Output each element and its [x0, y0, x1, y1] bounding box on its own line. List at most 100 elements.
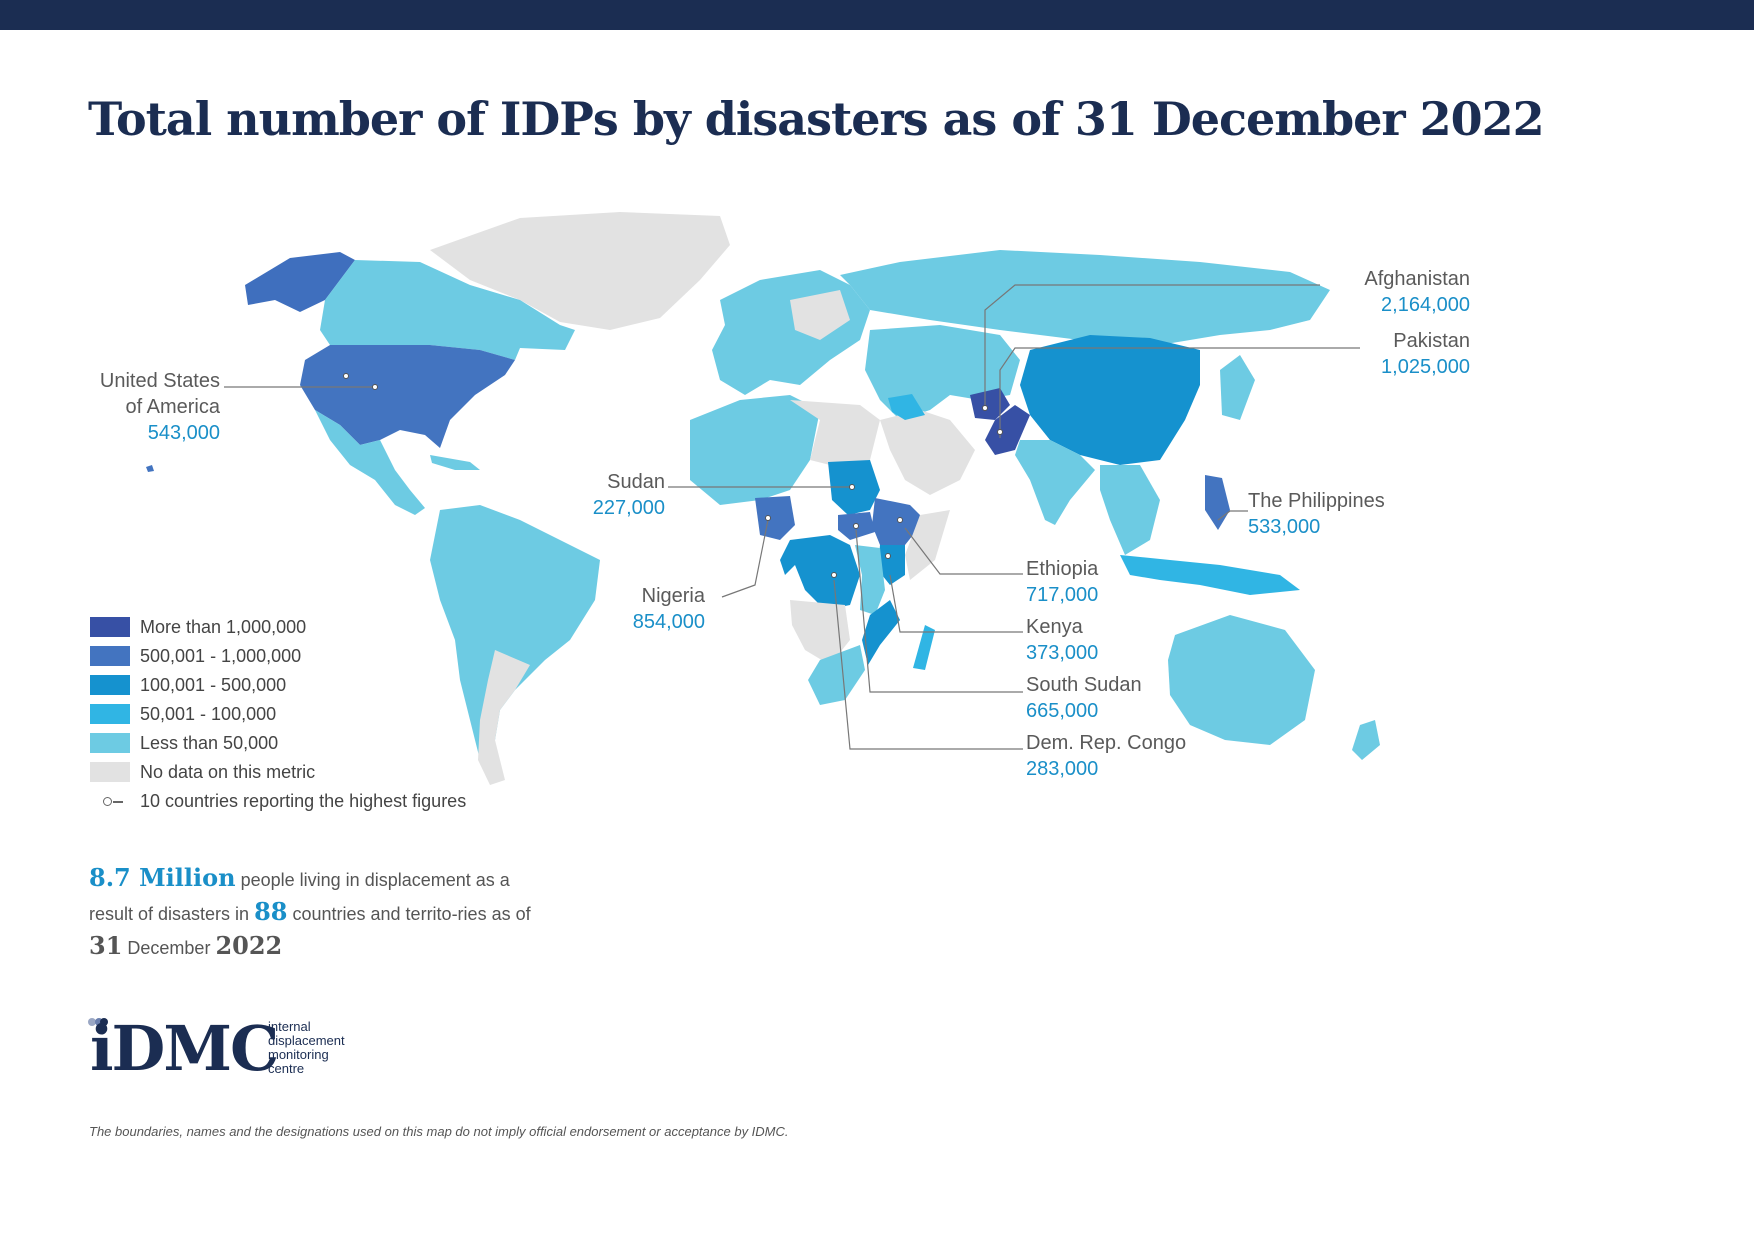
region-europe-nodata [790, 290, 850, 340]
callout-pakistan-value: 1,025,000 [1381, 356, 1470, 378]
line-philippines [1217, 510, 1248, 521]
region-iraq [888, 394, 925, 420]
region-indonesia [1120, 555, 1300, 595]
region-somalia [905, 510, 950, 580]
legend-swatch [90, 617, 130, 637]
line-ethiopia [904, 527, 1023, 575]
legend-swatch [90, 733, 130, 753]
legend-swatch [90, 675, 130, 695]
region-arabia [880, 410, 975, 495]
logo-dots-icon [88, 1018, 108, 1026]
region-nigeria [755, 496, 795, 540]
marker-usa-1 [343, 373, 349, 379]
callout-sudan-value: 227,000 [592, 497, 665, 519]
callout-south-sudan: South Sudan 665,000 [1026, 672, 1142, 724]
line-drc [833, 579, 1023, 750]
callout-kenya-name: Kenya [1026, 616, 1083, 638]
region-south-africa [808, 645, 865, 705]
marker-nigeria [765, 515, 771, 521]
summary-year: 2022 [215, 931, 283, 960]
region-philippines [1205, 475, 1230, 530]
logo-line3: monitoring [268, 1047, 329, 1062]
region-alaska [245, 252, 355, 312]
callout-ethiopia-value: 717,000 [1026, 584, 1099, 606]
callout-usa: United States of America 543,000 [60, 368, 220, 446]
callout-drc-name: Dem. Rep. Congo [1026, 732, 1187, 754]
legend-label: No data on this metric [140, 762, 316, 782]
marker-drc [831, 572, 837, 578]
region-southern-cone [478, 650, 530, 785]
callout-philippines: The Philippines 533,000 [1248, 488, 1385, 540]
callout-usa-name2: of America [125, 396, 220, 418]
line-afghanistan [984, 284, 1320, 408]
callout-sudan: Sudan 227,000 [505, 469, 665, 521]
logo-line2: displacement [268, 1033, 345, 1048]
callout-drc: Dem. Rep. Congo 283,000 [1026, 730, 1186, 782]
callout-nigeria-name: Nigeria [641, 585, 705, 607]
callout-south-sudan-name: South Sudan [1026, 674, 1142, 696]
marker-legend-line [113, 801, 123, 803]
summary-total: 8.7 Million [89, 863, 236, 892]
top-bar [0, 0, 1754, 30]
line-kenya [889, 574, 1023, 633]
region-russia [840, 250, 1330, 345]
callout-nigeria: Nigeria 854,000 [545, 583, 705, 635]
marker-pakistan [997, 429, 1003, 435]
region-drc [780, 535, 860, 610]
line-nigeria [721, 519, 769, 598]
callout-pakistan: Pakistan 1,025,000 [1270, 328, 1470, 380]
callout-nigeria-value: 854,000 [632, 611, 705, 633]
region-libya-egypt [790, 400, 880, 465]
callout-usa-name1: United States [99, 370, 220, 392]
legend-label: 50,001 - 100,000 [140, 704, 277, 724]
callout-afghanistan-name: Afghanistan [1364, 268, 1470, 290]
callout-afghanistan-value: 2,164,000 [1381, 294, 1470, 316]
disclaimer: The boundaries, names and the designatio… [89, 1124, 789, 1139]
marker-usa-2 [372, 384, 378, 390]
callout-kenya-value: 373,000 [1026, 642, 1099, 664]
line-south-sudan [855, 529, 1023, 693]
region-canada [320, 260, 575, 360]
logo-subtitle: internal displacement monitoring centre [268, 1020, 378, 1076]
callout-philippines-value: 533,000 [1248, 516, 1321, 538]
top10-markers [343, 373, 1003, 578]
marker-legend-icon [103, 797, 112, 806]
logo-line4: centre [268, 1061, 305, 1076]
summary-day: 31 [89, 931, 123, 960]
marker-south-sudan [853, 523, 859, 529]
callout-sudan-name: Sudan [607, 471, 665, 493]
summary-countries: 88 [254, 897, 288, 926]
region-europe [712, 270, 870, 395]
legend-swatch [90, 704, 130, 724]
region-china [1020, 335, 1200, 465]
region-usa [300, 345, 515, 448]
callout-south-sudan-value: 665,000 [1026, 700, 1099, 722]
region-new-zealand [1352, 720, 1380, 760]
callout-lines [224, 284, 1360, 750]
marker-kenya [885, 553, 891, 559]
callout-kenya: Kenya 373,000 [1026, 614, 1098, 666]
legend-label-top10: 10 countries reporting the highest figur… [140, 791, 467, 811]
legend-swatch [90, 646, 130, 666]
legend-label: Less than 50,000 [140, 733, 279, 753]
region-north-africa [690, 395, 820, 505]
callout-ethiopia-name: Ethiopia [1026, 558, 1099, 580]
region-kenya [878, 545, 905, 585]
legend-label: More than 1,000,000 [140, 617, 307, 637]
page-title: Total number of IDPs by disasters as of … [88, 92, 1545, 146]
legend-label: 500,001 - 1,000,000 [140, 646, 302, 666]
region-japan [1220, 355, 1255, 420]
marker-afghanistan [982, 405, 988, 411]
logo-line1: internal [268, 1019, 311, 1034]
summary-text1: people living in displacement as a resul… [89, 870, 510, 924]
region-caribbean [430, 455, 480, 470]
callout-usa-value: 543,000 [147, 422, 220, 444]
callout-ethiopia: Ethiopia 717,000 [1026, 556, 1098, 608]
region-mexico [315, 410, 425, 515]
region-mozambique [862, 600, 900, 665]
callout-philippines-name: The Philippines [1248, 490, 1385, 512]
region-southern-africa-nodata [790, 600, 850, 665]
callout-drc-value: 283,000 [1026, 758, 1099, 780]
summary-text2: countries and territo-ries as of [287, 904, 531, 924]
